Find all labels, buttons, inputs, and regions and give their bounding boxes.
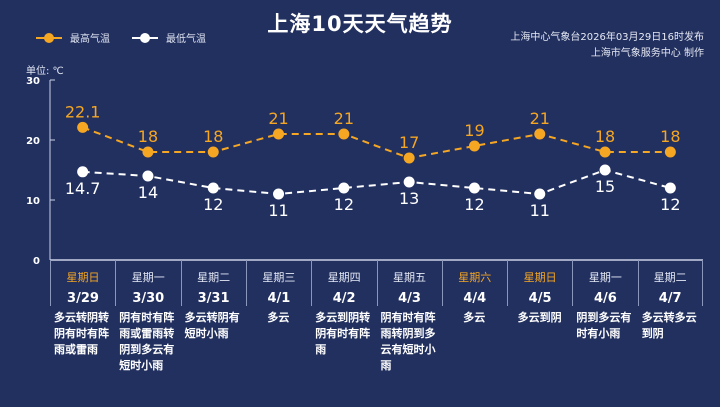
max-temp-point <box>142 146 154 158</box>
date: 4/4 <box>463 291 487 306</box>
legend-min: 最低气温 <box>132 30 206 45</box>
weekday: 星期六 <box>458 271 492 284</box>
min-temp-point <box>403 176 415 188</box>
max-temp-point <box>534 128 546 140</box>
max-temp-point <box>273 128 285 140</box>
weekday: 星期日 <box>523 271 557 284</box>
date: 4/1 <box>267 291 291 306</box>
day-header: 星期六 4/4 <box>441 260 507 306</box>
producer: 上海市气象服务中心 制作 <box>590 48 704 59</box>
max-temp-label: 19 <box>464 121 484 140</box>
min-temp-label: 14 <box>138 183 158 202</box>
max-temp-label: 21 <box>530 109 550 128</box>
legend-min-label: 最低气温 <box>166 34 206 45</box>
date: 4/2 <box>332 291 356 306</box>
legend-max-label: 最高气温 <box>70 34 110 45</box>
unit-label: 单位: ℃ <box>26 66 64 77</box>
max-temp-point <box>207 146 219 158</box>
min-temp-line <box>82 168 671 196</box>
min-marker-icon <box>132 32 158 43</box>
date: 4/7 <box>658 291 682 306</box>
weekday: 星期一 <box>131 271 165 284</box>
min-temp-label: 12 <box>660 195 680 214</box>
date: 3/29 <box>67 291 99 306</box>
day-header: 星期二 4/7 <box>637 260 703 306</box>
max-temp-label: 18 <box>138 127 158 146</box>
weather-description: 多云 <box>463 311 486 324</box>
weather-description: 多云到阴转阴有时有阵雨 <box>315 311 371 356</box>
min-temp-label: 14.7 <box>65 179 101 198</box>
min-temp-label: 11 <box>530 201 550 220</box>
day-header: 星期二 3/31 <box>180 260 246 306</box>
min-temp-label: 12 <box>334 195 354 214</box>
max-temp-label: 18 <box>660 127 680 146</box>
max-temp-label: 18 <box>203 127 223 146</box>
min-temp-point <box>77 166 89 178</box>
min-temp-point <box>273 188 285 200</box>
weekday: 星期日 <box>66 271 100 284</box>
weather-description: 多云转阴转阴有时有阵雨或雷雨 <box>54 311 109 356</box>
min-temp-label: 11 <box>268 201 288 220</box>
date: 4/5 <box>528 291 552 306</box>
weather-description: 多云 <box>267 311 290 324</box>
min-temp-point <box>468 182 480 194</box>
min-temp-point <box>599 164 611 176</box>
y-tick-label: 30 <box>26 76 40 87</box>
day-header: 星期三 4/1 <box>245 260 311 306</box>
max-temp-label: 17 <box>399 133 419 152</box>
date: 4/6 <box>593 291 617 306</box>
min-temp-label: 12 <box>464 195 484 214</box>
day-header: 星期日 4/5 <box>507 260 572 306</box>
day-header: 星期日 3/29 <box>50 260 115 306</box>
weather-description: 阴有时有阵雨转阴到多云有短时小雨 <box>380 311 436 372</box>
weather-description: 多云转多云到阴 <box>641 311 697 340</box>
min-temp-point <box>338 182 350 194</box>
max-temp-point <box>664 146 676 158</box>
max-temp-point <box>599 146 611 158</box>
y-tick-label: 0 <box>33 256 40 267</box>
max-temp-label: 21 <box>268 109 288 128</box>
weekday: 星期二 <box>197 271 231 284</box>
weather-description: 阴到多云有时有小雨 <box>576 311 632 340</box>
max-marker-icon <box>36 32 62 43</box>
weekday: 星期四 <box>327 271 361 284</box>
weekday: 星期五 <box>393 271 426 284</box>
min-temp-point <box>664 182 676 194</box>
legend: 最高气温 最低气温 <box>36 30 206 45</box>
weekday: 星期二 <box>653 271 687 284</box>
issuer-info: 上海中心气象台2026年03月29日16时发布 上海市气象服务中心 制作 <box>510 30 704 62</box>
max-temp-label: 18 <box>595 127 615 146</box>
date: 4/3 <box>398 291 421 306</box>
weekday: 星期三 <box>262 271 296 284</box>
day-header: 星期四 4/2 <box>311 260 376 306</box>
min-temp-point <box>207 182 219 194</box>
day-header: 星期一 3/30 <box>115 260 180 306</box>
max-temp-point <box>77 121 89 133</box>
max-temp-point <box>338 128 350 140</box>
y-tick-label: 10 <box>26 196 40 207</box>
min-temp-label: 12 <box>203 195 223 214</box>
weather-description: 多云到阴 <box>517 311 562 324</box>
min-temp-point <box>142 170 154 182</box>
y-tick-label: 20 <box>26 136 40 147</box>
weekday: 星期一 <box>588 271 622 284</box>
min-temp-point <box>534 188 546 200</box>
legend-max: 最高气温 <box>36 30 110 45</box>
weather-description: 多云转阴有短时小雨 <box>184 311 240 340</box>
max-temp-label: 22.1 <box>65 102 101 121</box>
issue-time: 上海中心气象台2026年03月29日16时发布 <box>510 32 704 43</box>
date: 3/31 <box>197 291 230 306</box>
max-temp-point <box>403 152 415 164</box>
day-header: 星期五 4/3 <box>376 260 442 306</box>
chart-title: 上海10天天气趋势 <box>267 12 453 36</box>
day-header: 星期一 4/6 <box>572 260 637 306</box>
max-temp-label: 21 <box>334 109 354 128</box>
max-temp-point <box>468 140 480 152</box>
min-temp-label: 15 <box>595 177 615 196</box>
min-temp-label: 13 <box>399 189 419 208</box>
date: 3/30 <box>132 291 165 306</box>
weather-description: 阴有时有阵雨或雷雨转阴到多云有短时小雨 <box>119 311 175 372</box>
max-temp-line <box>82 126 671 160</box>
